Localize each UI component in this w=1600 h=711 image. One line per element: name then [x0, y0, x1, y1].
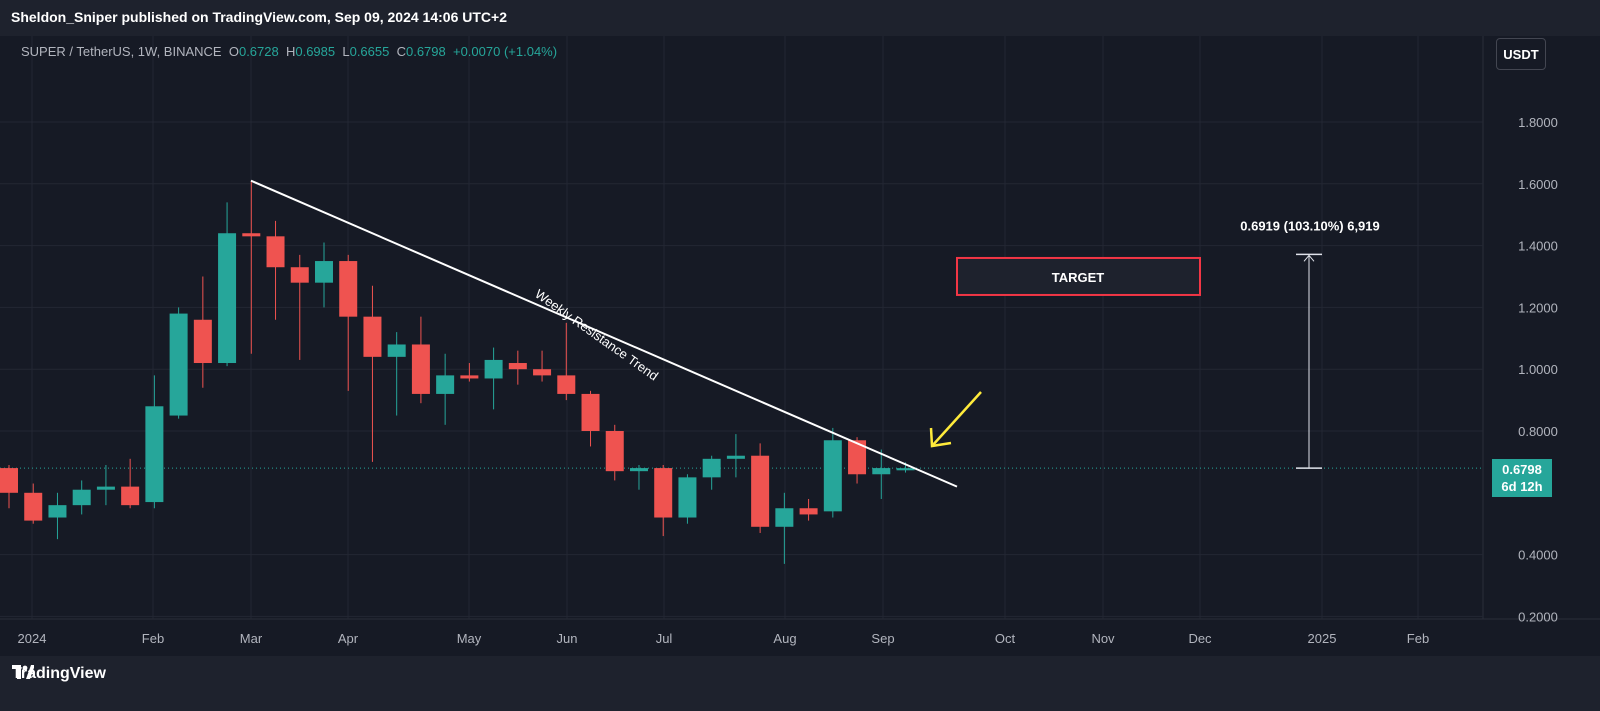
- candle-body: [557, 375, 576, 394]
- target-label: TARGET: [1052, 270, 1105, 285]
- candle-body: [436, 375, 455, 394]
- y-tick-label: 0.2000: [1518, 609, 1558, 624]
- candle-body: [193, 319, 212, 364]
- candle-body: [605, 431, 624, 472]
- x-tick-label: Nov: [1091, 631, 1115, 646]
- tradingview-logo-icon: [12, 665, 34, 679]
- candle-body: [508, 363, 527, 370]
- x-tick-label: Jun: [557, 631, 578, 646]
- candle-body: [411, 344, 430, 394]
- candle-body: [218, 233, 237, 364]
- open-label: O: [228, 44, 239, 59]
- close-value: 0.6798: [405, 44, 446, 59]
- candle-body: [678, 477, 697, 518]
- last-price-value: 0.6798: [1502, 462, 1542, 477]
- candle-body: [654, 468, 673, 518]
- candle-body: [775, 508, 794, 527]
- candle-body: [484, 359, 503, 379]
- change-value: +0.0070 (+1.04%): [452, 44, 558, 59]
- last-price-tag: 0.6798 6d 12h: [1492, 459, 1552, 497]
- candle-body: [0, 468, 18, 493]
- candle-body: [581, 393, 600, 431]
- candle-body: [799, 508, 818, 515]
- resistance-trendline: [250, 179, 958, 488]
- y-tick-label: 1.8000: [1518, 115, 1558, 130]
- x-tick-label: Dec: [1188, 631, 1212, 646]
- candlestick-chart[interactable]: 1.8000 1.6000 1.4000 1.2000 1.0000 0.8000 0.40…: [0, 36, 1600, 656]
- x-tick-label: Mar: [240, 631, 263, 646]
- y-tick-label: 0.8000: [1518, 424, 1558, 439]
- bar-countdown: 6d 12h: [1501, 479, 1543, 494]
- x-tick-label: Feb: [1407, 631, 1429, 646]
- candle-body: [48, 505, 67, 518]
- candle-body: [702, 458, 721, 478]
- low-value: 0.6655: [349, 44, 390, 59]
- x-tick-label: Oct: [995, 631, 1016, 646]
- x-tick-label: May: [457, 631, 482, 646]
- candle-body: [533, 369, 552, 376]
- tradingview-logo[interactable]: TradingView: [12, 665, 106, 683]
- y-tick-label: 0.4000: [1518, 548, 1558, 563]
- tradingview-brand: TradingView: [12, 665, 106, 682]
- x-tick-label: 2024: [18, 631, 47, 646]
- high-value: 0.6985: [295, 44, 336, 59]
- candle-body: [145, 406, 164, 503]
- chart-area[interactable]: 1.8000 1.6000 1.4000 1.2000 1.0000 0.8000 0.40…: [0, 36, 1600, 656]
- candle-body: [72, 489, 91, 506]
- candle-body: [629, 468, 648, 472]
- low-label: L: [342, 44, 350, 59]
- candle-body: [96, 486, 115, 490]
- candle-body: [169, 313, 188, 416]
- candle-body: [266, 236, 285, 268]
- close-label: C: [396, 44, 406, 59]
- y-tick-label: 1.0000: [1518, 362, 1558, 377]
- candle-body: [290, 267, 309, 283]
- high-label: H: [285, 44, 296, 59]
- candle-body: [242, 233, 261, 237]
- candle-body: [726, 455, 745, 459]
- candle-body: [872, 468, 891, 475]
- candle-body: [460, 375, 479, 379]
- currency-button[interactable]: USDT: [1496, 38, 1546, 70]
- candle-body: [751, 455, 770, 527]
- x-tick-label: Sep: [871, 631, 894, 646]
- x-tick-label: Aug: [773, 631, 796, 646]
- candle-body: [339, 261, 358, 317]
- candle-body: [363, 316, 382, 357]
- symbol-legend: SUPER / TetherUS, 1W, BINANCE O0.6728 H0…: [21, 44, 557, 59]
- candle-body: [848, 440, 867, 475]
- top-bar: Sheldon_Sniper published on TradingView.…: [0, 0, 1600, 36]
- x-tick-label: 2025: [1308, 631, 1337, 646]
- candle-body: [823, 440, 842, 512]
- x-tick-label: Apr: [338, 631, 359, 646]
- y-tick-label: 1.4000: [1518, 239, 1558, 254]
- y-tick-label: 1.6000: [1518, 177, 1558, 192]
- x-tick-label: Feb: [142, 631, 164, 646]
- target-box: [956, 256, 1201, 296]
- pointer-arrowhead: [929, 427, 952, 448]
- open-value: 0.6728: [238, 44, 279, 59]
- symbol-name: SUPER / TetherUS, 1W, BINANCE: [21, 44, 222, 59]
- pointer-arrow: [931, 391, 982, 447]
- candle-body: [896, 468, 915, 471]
- candle-body: [387, 344, 406, 357]
- candle-body: [121, 486, 140, 506]
- candle-body: [314, 261, 333, 283]
- measure-arrowhead: [1303, 254, 1315, 262]
- measure-label: 0.6919 (103.10%) 6,919: [1240, 218, 1380, 233]
- y-tick-label: 1.2000: [1518, 300, 1558, 315]
- x-tick-label: Jul: [656, 631, 673, 646]
- candle-body: [24, 492, 43, 521]
- published-info: Sheldon_Sniper published on TradingView.…: [11, 9, 507, 25]
- bottom-bar: [0, 656, 1600, 711]
